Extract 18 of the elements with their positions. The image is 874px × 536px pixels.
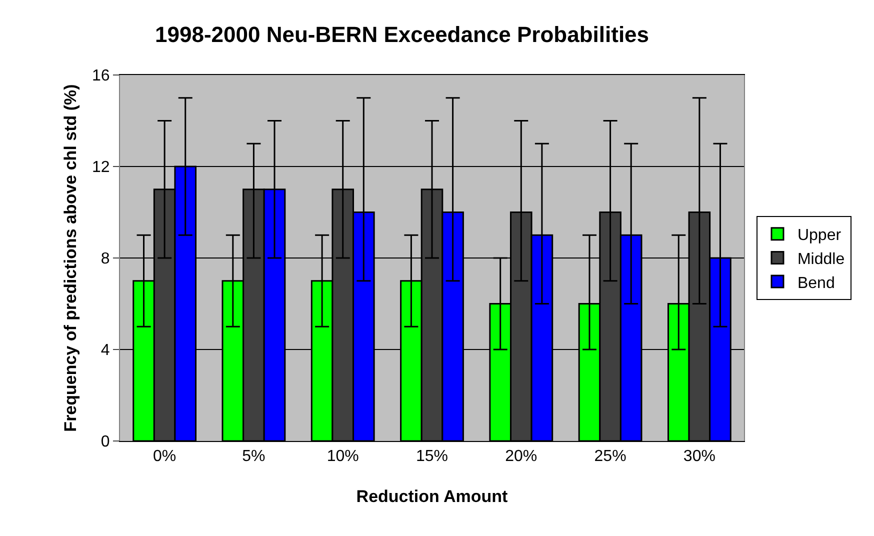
chart-title: 1998-2000 Neu-BERN Exceedance Probabilities bbox=[155, 22, 650, 48]
y-tick-label: 4 bbox=[100, 342, 110, 360]
y-axis-title: Frequency of predictions above chl std (%) bbox=[61, 84, 80, 432]
y-tick-label: 8 bbox=[100, 250, 110, 268]
legend-label: Bend bbox=[797, 274, 835, 292]
y-tick-label: 0 bbox=[100, 434, 110, 451]
x-tick-label: 5% bbox=[242, 448, 266, 466]
x-tick-label: 20% bbox=[505, 448, 538, 466]
x-tick-label: 30% bbox=[683, 448, 716, 466]
x-tick-label: 15% bbox=[416, 448, 448, 466]
x-tick-label: 25% bbox=[594, 448, 626, 466]
x-axis-title: Reduction Amount bbox=[356, 487, 508, 506]
legend-label: Middle bbox=[797, 250, 845, 268]
x-tick-label: 10% bbox=[326, 448, 359, 466]
legend-label: Upper bbox=[797, 227, 842, 244]
x-tick-label: 0% bbox=[153, 448, 176, 466]
y-tick-label: 12 bbox=[92, 159, 110, 176]
y-tick-label: 16 bbox=[92, 68, 110, 85]
